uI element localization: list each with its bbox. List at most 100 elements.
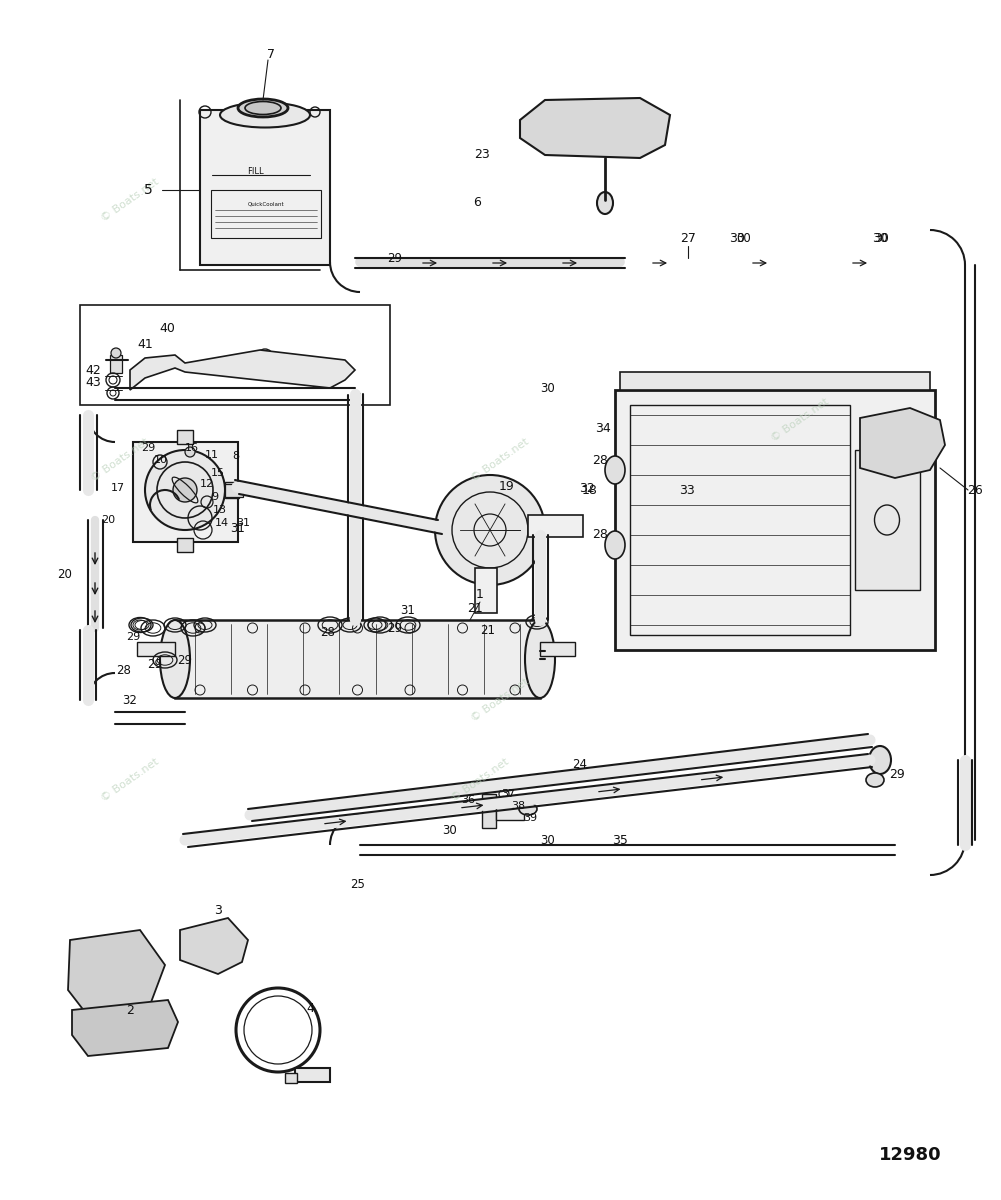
Text: 25: 25 xyxy=(350,878,365,892)
Text: 21: 21 xyxy=(480,624,495,636)
Text: 13: 13 xyxy=(213,505,227,515)
Text: 31: 31 xyxy=(230,522,245,534)
Circle shape xyxy=(185,446,195,457)
Text: 6: 6 xyxy=(473,196,480,209)
Text: © Boats.net: © Boats.net xyxy=(469,677,531,724)
Text: QuickCoolant: QuickCoolant xyxy=(247,202,284,206)
Ellipse shape xyxy=(597,192,613,214)
Ellipse shape xyxy=(869,746,891,774)
Text: 2: 2 xyxy=(126,1003,134,1016)
Bar xyxy=(175,620,540,698)
Polygon shape xyxy=(68,930,165,1012)
Polygon shape xyxy=(860,408,945,478)
Text: 30: 30 xyxy=(729,232,745,245)
Text: 30: 30 xyxy=(541,382,556,395)
Text: 19: 19 xyxy=(499,480,515,493)
Bar xyxy=(200,110,330,265)
Text: 12980: 12980 xyxy=(879,1146,941,1164)
Text: 37: 37 xyxy=(500,790,516,799)
Circle shape xyxy=(435,475,545,584)
Text: 30: 30 xyxy=(875,232,889,245)
Text: 8: 8 xyxy=(232,451,239,461)
Ellipse shape xyxy=(638,116,658,128)
Text: 23: 23 xyxy=(474,149,489,162)
Text: © Boats.net: © Boats.net xyxy=(449,756,511,804)
Text: 30: 30 xyxy=(737,232,752,245)
Text: 38: 38 xyxy=(511,802,526,811)
Ellipse shape xyxy=(586,101,605,113)
Text: 16: 16 xyxy=(185,443,199,452)
Text: 20: 20 xyxy=(58,569,72,582)
Text: 29: 29 xyxy=(889,768,905,781)
Text: 35: 35 xyxy=(612,834,628,846)
Text: 7: 7 xyxy=(267,48,275,61)
Text: 40: 40 xyxy=(159,322,175,335)
Text: 30: 30 xyxy=(872,232,888,245)
Text: 33: 33 xyxy=(679,484,695,497)
Text: 18: 18 xyxy=(582,484,598,497)
Bar xyxy=(80,305,390,404)
Ellipse shape xyxy=(238,98,288,116)
Polygon shape xyxy=(520,98,670,158)
Bar xyxy=(540,642,575,656)
Text: 41: 41 xyxy=(137,338,153,352)
Bar xyxy=(295,1068,330,1082)
Bar xyxy=(137,642,175,656)
Text: 4: 4 xyxy=(306,1002,314,1014)
Text: 28: 28 xyxy=(116,664,131,677)
Text: 31: 31 xyxy=(236,518,250,528)
Text: 26: 26 xyxy=(967,484,983,497)
Polygon shape xyxy=(130,350,355,390)
Text: 29: 29 xyxy=(177,654,192,666)
Text: 17: 17 xyxy=(111,482,125,493)
Text: 29: 29 xyxy=(387,622,402,635)
Text: 20: 20 xyxy=(101,515,115,526)
Bar xyxy=(528,515,583,538)
Ellipse shape xyxy=(556,104,575,116)
Bar xyxy=(482,794,496,828)
Text: 21: 21 xyxy=(467,601,482,614)
Text: 27: 27 xyxy=(680,232,696,245)
Text: 14: 14 xyxy=(215,518,229,528)
Text: © Boats.net: © Boats.net xyxy=(469,437,531,484)
Bar xyxy=(110,355,122,373)
Bar xyxy=(177,538,193,552)
Bar xyxy=(133,442,238,542)
Bar xyxy=(615,390,935,650)
Text: © Boats.net: © Boats.net xyxy=(99,176,161,223)
Text: © Boats.net: © Boats.net xyxy=(99,756,161,804)
Ellipse shape xyxy=(220,102,310,127)
Text: 32: 32 xyxy=(122,694,137,707)
Bar xyxy=(177,430,193,444)
Text: 28: 28 xyxy=(320,625,335,638)
Bar xyxy=(225,482,239,498)
Text: 42: 42 xyxy=(85,364,101,377)
Text: © Boats.net: © Boats.net xyxy=(89,437,151,484)
Text: 28: 28 xyxy=(592,454,608,467)
Text: FILL: FILL xyxy=(246,168,263,176)
Text: 12: 12 xyxy=(200,479,214,490)
Ellipse shape xyxy=(605,530,625,559)
Bar xyxy=(620,372,930,390)
Text: 31: 31 xyxy=(400,604,415,617)
Bar xyxy=(855,450,920,590)
Bar xyxy=(475,568,497,613)
Text: 32: 32 xyxy=(580,481,595,494)
Text: 10: 10 xyxy=(154,455,168,464)
Polygon shape xyxy=(72,1000,178,1056)
Text: 36: 36 xyxy=(461,794,475,805)
Bar xyxy=(285,1073,297,1082)
Circle shape xyxy=(145,450,225,530)
Text: 39: 39 xyxy=(523,814,538,823)
Polygon shape xyxy=(180,918,248,974)
Ellipse shape xyxy=(160,620,190,698)
Text: © Boats.net: © Boats.net xyxy=(770,396,831,444)
Text: 9: 9 xyxy=(211,492,218,502)
Bar xyxy=(630,404,850,635)
Text: 30: 30 xyxy=(541,834,556,846)
Text: 3: 3 xyxy=(214,904,222,917)
Text: 11: 11 xyxy=(205,450,219,460)
Text: 43: 43 xyxy=(85,377,101,390)
Text: 29: 29 xyxy=(126,632,140,642)
Bar xyxy=(225,484,243,497)
